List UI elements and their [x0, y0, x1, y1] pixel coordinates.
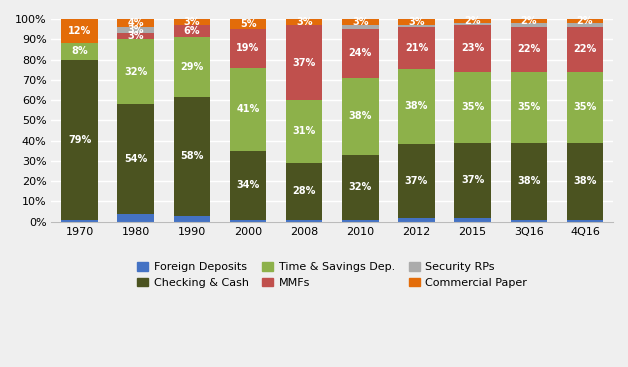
Bar	[230, 220, 266, 222]
Text: 12%: 12%	[68, 26, 91, 36]
Bar	[117, 39, 154, 104]
Text: 2%: 2%	[521, 16, 537, 26]
Text: 41%: 41%	[236, 104, 259, 114]
Bar	[117, 214, 154, 222]
Bar	[455, 25, 491, 72]
Bar	[511, 72, 547, 143]
Text: 38%: 38%	[405, 101, 428, 112]
Text: 3%: 3%	[127, 31, 144, 41]
Bar	[62, 220, 98, 222]
Text: 58%: 58%	[180, 151, 203, 161]
Bar	[117, 33, 154, 39]
Bar	[230, 19, 266, 29]
Text: 34%: 34%	[236, 180, 259, 190]
Bar	[398, 144, 435, 218]
Bar	[455, 143, 491, 218]
Bar	[286, 220, 322, 222]
Bar	[173, 25, 210, 37]
Bar	[230, 68, 266, 151]
Text: 37%: 37%	[405, 176, 428, 186]
Bar	[455, 23, 491, 25]
Text: 28%: 28%	[293, 186, 316, 196]
Text: 29%: 29%	[180, 62, 203, 72]
Text: 3%: 3%	[183, 17, 200, 27]
Bar	[398, 69, 435, 144]
Bar	[173, 19, 210, 25]
Bar	[511, 23, 547, 27]
Text: 2%: 2%	[464, 16, 481, 26]
Text: 4%: 4%	[127, 18, 144, 28]
Text: 79%: 79%	[68, 135, 91, 145]
Bar	[566, 27, 603, 72]
Text: 21%: 21%	[405, 43, 428, 53]
Bar	[455, 19, 491, 23]
Text: 2%: 2%	[577, 16, 593, 26]
Bar	[173, 215, 210, 222]
Bar	[398, 218, 435, 222]
Text: 3%: 3%	[296, 17, 312, 27]
Text: 35%: 35%	[573, 102, 597, 112]
Bar	[511, 19, 547, 23]
Bar	[342, 220, 379, 222]
Bar	[342, 155, 379, 220]
Bar	[342, 78, 379, 155]
Bar	[511, 220, 547, 222]
Bar	[398, 25, 435, 27]
Bar	[62, 59, 98, 220]
Bar	[566, 220, 603, 222]
Text: 31%: 31%	[293, 127, 316, 137]
Bar	[230, 151, 266, 220]
Bar	[398, 27, 435, 69]
Bar	[173, 97, 210, 215]
Text: 32%: 32%	[124, 67, 148, 77]
Bar	[566, 23, 603, 27]
Text: 24%: 24%	[349, 48, 372, 58]
Bar	[566, 19, 603, 23]
Bar	[117, 104, 154, 214]
Bar	[230, 29, 266, 68]
Bar	[286, 163, 322, 220]
Text: 54%: 54%	[124, 154, 148, 164]
Bar	[62, 19, 98, 43]
Text: 23%: 23%	[461, 43, 484, 53]
Text: 8%: 8%	[71, 47, 88, 57]
Legend: Foreign Deposits, Checking & Cash, Time & Savings Dep., MMFs, Security RPs, Comm: Foreign Deposits, Checking & Cash, Time …	[133, 258, 531, 292]
Text: 37%: 37%	[461, 175, 484, 185]
Text: 22%: 22%	[573, 44, 597, 54]
Bar	[117, 27, 154, 33]
Text: 3%: 3%	[352, 17, 369, 27]
Bar	[455, 72, 491, 143]
Bar	[398, 19, 435, 25]
Bar	[342, 25, 379, 29]
Bar	[117, 19, 154, 27]
Bar	[511, 27, 547, 72]
Text: 3%: 3%	[408, 17, 425, 27]
Bar	[342, 29, 379, 78]
Bar	[566, 143, 603, 220]
Text: 19%: 19%	[236, 43, 259, 53]
Bar	[286, 100, 322, 163]
Bar	[455, 218, 491, 222]
Text: 22%: 22%	[517, 44, 541, 54]
Text: 35%: 35%	[461, 102, 484, 112]
Bar	[286, 19, 322, 25]
Text: 5%: 5%	[240, 19, 256, 29]
Bar	[566, 72, 603, 143]
Bar	[62, 43, 98, 59]
Bar	[286, 25, 322, 100]
Text: 37%: 37%	[293, 58, 316, 68]
Text: 6%: 6%	[183, 26, 200, 36]
Bar	[342, 19, 379, 25]
Text: 38%: 38%	[573, 176, 597, 186]
Bar	[511, 143, 547, 220]
Text: 38%: 38%	[517, 176, 541, 186]
Text: 32%: 32%	[349, 182, 372, 192]
Text: 3%: 3%	[127, 25, 144, 35]
Bar	[173, 37, 210, 97]
Text: 38%: 38%	[349, 111, 372, 121]
Text: 35%: 35%	[517, 102, 541, 112]
